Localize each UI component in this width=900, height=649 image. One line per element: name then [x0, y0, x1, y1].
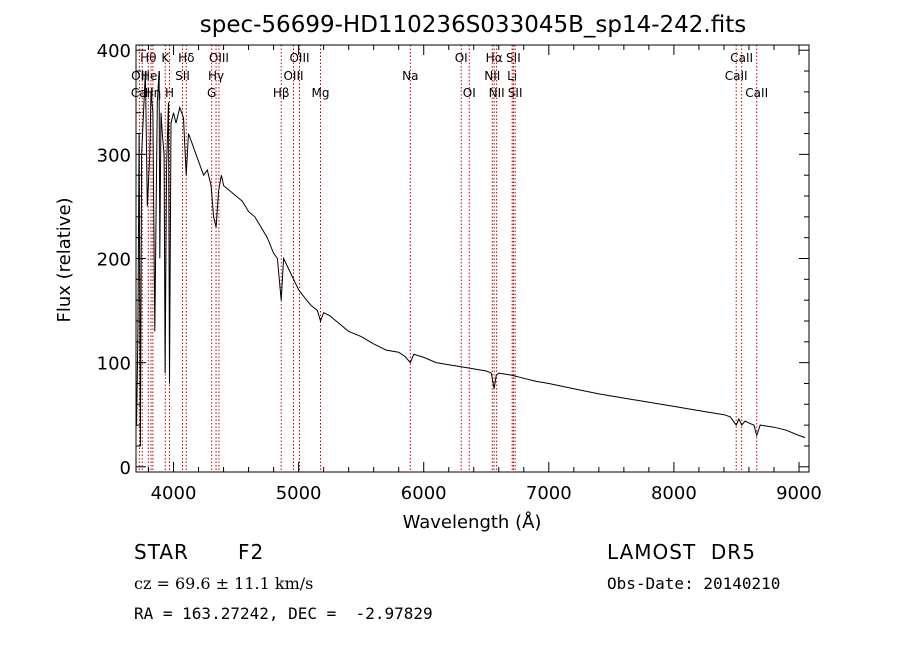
line-mark-label-22: SII: [506, 51, 521, 65]
line-mark-label-1: Hθ: [140, 51, 156, 65]
line-mark-label-6: H: [165, 86, 174, 100]
x-tick-label-4000: 4000: [151, 483, 197, 504]
y-tick-label-0: 0: [120, 458, 131, 479]
plot-frame: [135, 44, 810, 473]
spectrum-series: [136, 70, 806, 447]
series-line-0: [136, 70, 806, 447]
line-mark-label-0: OII: [131, 69, 148, 83]
line-mark-label-24: SII: [508, 86, 523, 100]
line-mark-label-27: CaII: [745, 86, 768, 100]
line-mark-label-4: Hη: [145, 86, 162, 100]
x-tick-label-7000: 7000: [526, 483, 572, 504]
line-mark-label-13: OIII: [289, 51, 309, 65]
survey-label: LAMOST DR5: [607, 540, 756, 564]
line-mark-label-5: K: [161, 51, 170, 65]
line-mark-label-15: Mg: [312, 86, 330, 100]
line-mark-label-8: SII: [175, 69, 190, 83]
line-mark-label-19: Hα: [486, 51, 503, 65]
line-mark-label-7: Hδ: [178, 51, 194, 65]
line-marks: OII Hθ CaII HeI Hη K H Hδ SII OIII Hγ G Hβ OIII OIII Mg…: [131, 45, 768, 472]
line-mark-label-9: OIII: [209, 51, 229, 65]
line-mark-label-26: CaII: [725, 69, 748, 83]
x-tick-label-5000: 5000: [276, 483, 322, 504]
subclass: F2: [238, 540, 265, 564]
line-mark-label-14: OIII: [283, 69, 303, 83]
y-tick-label-200: 200: [97, 250, 131, 271]
line-mark-label-21: NII: [489, 86, 505, 100]
coordinates: RA = 163.27242, DEC = -2.97829: [134, 604, 433, 623]
x-tick-label-6000: 6000: [401, 483, 447, 504]
y-tick-label-300: 300: [97, 145, 131, 166]
x-tick-label-9000: 9000: [776, 483, 822, 504]
x-axis: 4000 5000 6000 7000 8000 9000: [148, 45, 822, 504]
chart-title-group: spec-56699-HD110236S033045B_sp14-242.fit…: [200, 12, 746, 38]
line-mark-label-11: G: [207, 86, 216, 100]
line-mark-label-25: CaII: [730, 51, 753, 65]
x-axis-label: Wavelength (Å): [403, 511, 542, 533]
redshift-value: cz = 69.6 ± 11.1 km/s: [134, 574, 314, 593]
obs-date: Obs-Date: 20140210: [607, 574, 781, 593]
line-mark-label-16: Na: [402, 69, 418, 83]
line-mark-label-12: Hβ: [273, 86, 290, 100]
y-axis: 0 100 200 300 400: [97, 41, 809, 479]
y-tick-label-400: 400: [97, 41, 131, 62]
chart-title: spec-56699-HD110236S033045B_sp14-242.fit…: [200, 12, 746, 38]
line-mark-label-17: OI: [455, 51, 468, 65]
line-mark-label-23: Li: [507, 69, 517, 83]
line-mark-label-2: CaII: [131, 86, 154, 100]
line-mark-label-10: Hγ: [208, 69, 224, 83]
y-tick-label-100: 100: [97, 354, 131, 375]
line-mark-label-18: OI: [463, 86, 476, 100]
line-mark-label-3: HeI: [141, 69, 161, 83]
y-axis-label: Flux (relative): [54, 197, 75, 322]
object-class: STAR: [134, 540, 189, 564]
line-mark-label-20: NII: [484, 69, 500, 83]
x-tick-label-8000: 8000: [651, 483, 697, 504]
